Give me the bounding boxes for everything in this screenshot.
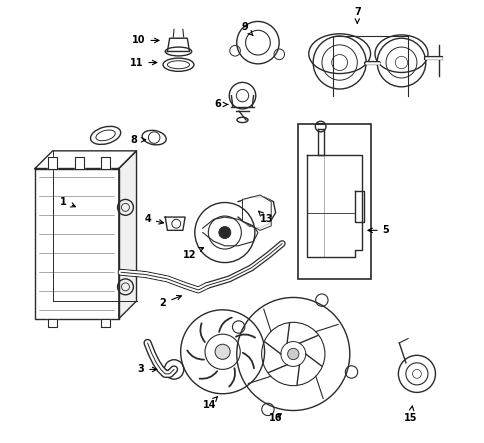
Text: 5: 5 <box>367 225 389 235</box>
FancyArrowPatch shape <box>187 350 204 360</box>
Circle shape <box>218 226 230 238</box>
Polygon shape <box>48 157 57 168</box>
FancyArrowPatch shape <box>242 353 254 368</box>
Text: 12: 12 <box>182 248 203 260</box>
Polygon shape <box>167 38 189 51</box>
Text: 3: 3 <box>137 365 156 374</box>
Polygon shape <box>165 217 185 230</box>
Polygon shape <box>35 151 136 168</box>
Polygon shape <box>242 195 271 230</box>
Polygon shape <box>48 319 57 327</box>
Polygon shape <box>354 190 363 222</box>
FancyArrowPatch shape <box>199 371 217 379</box>
Polygon shape <box>119 151 136 319</box>
Polygon shape <box>75 157 83 168</box>
Text: 11: 11 <box>130 58 156 67</box>
Text: 4: 4 <box>144 214 163 224</box>
Polygon shape <box>101 319 110 327</box>
Text: 8: 8 <box>131 135 146 145</box>
Text: 13: 13 <box>258 211 273 224</box>
Polygon shape <box>35 168 119 319</box>
Text: 15: 15 <box>403 406 416 423</box>
FancyArrowPatch shape <box>229 368 235 387</box>
Bar <box>297 124 370 279</box>
Text: 6: 6 <box>214 100 227 109</box>
FancyArrowPatch shape <box>200 323 204 342</box>
FancyArrowPatch shape <box>219 318 231 332</box>
FancyArrowPatch shape <box>236 334 255 338</box>
Circle shape <box>287 348 298 360</box>
Text: 14: 14 <box>202 396 217 410</box>
Text: 10: 10 <box>132 35 159 46</box>
Circle shape <box>214 344 230 359</box>
Text: 1: 1 <box>60 197 75 207</box>
Text: 16: 16 <box>268 413 282 423</box>
Polygon shape <box>101 157 110 168</box>
Text: 7: 7 <box>353 7 360 23</box>
Polygon shape <box>306 155 361 257</box>
Text: 2: 2 <box>159 295 181 308</box>
Text: 9: 9 <box>241 22 253 35</box>
